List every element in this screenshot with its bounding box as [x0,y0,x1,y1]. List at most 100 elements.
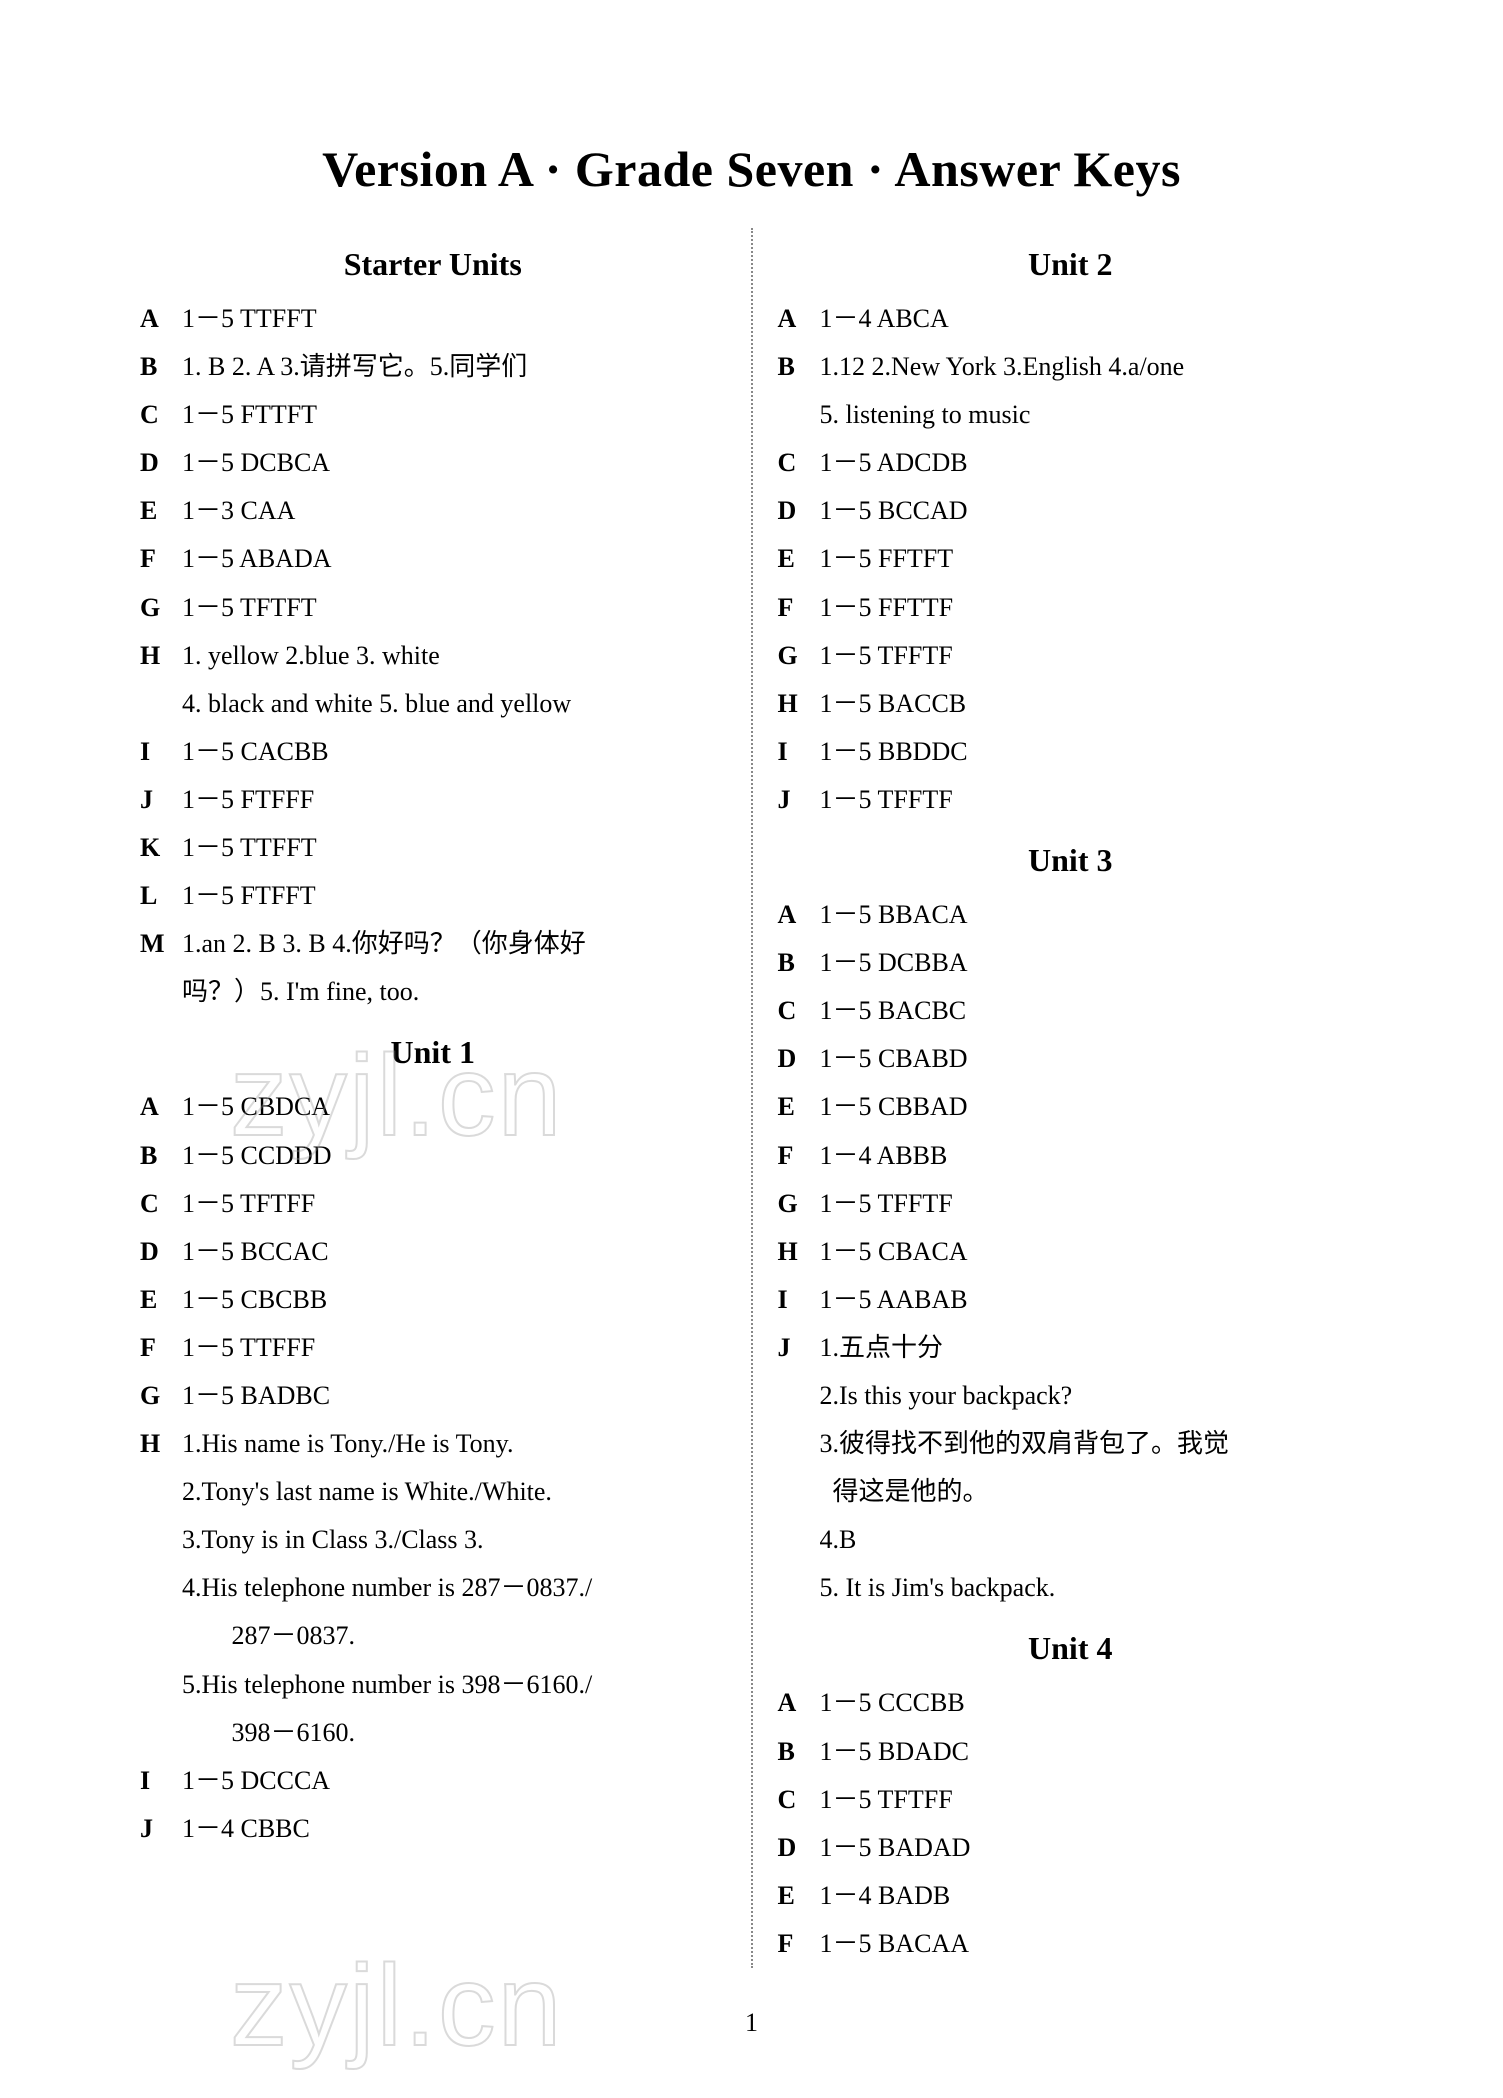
row-text: 1－5 TTFFT [182,295,726,343]
row-label: E [778,1083,820,1131]
answer-row: H1－5 CBACA [778,1228,1364,1276]
row-text: 1－5 TTFFF [182,1324,726,1372]
row-text: 1－5 FTFFF [182,776,726,824]
row-text: 1－5 CBDCA [182,1083,726,1131]
row-label: F [140,1324,182,1372]
row-continuation: 398－6160. [140,1709,726,1757]
row-text: 1－5 TFFTF [820,776,1364,824]
row-label: L [140,872,182,920]
section-heading: Unit 1 [140,1034,726,1071]
row-text: 1－5 ADCDB [820,439,1364,487]
row-label: G [778,1180,820,1228]
row-text: 1－4 ABCA [820,295,1364,343]
row-label: F [778,584,820,632]
row-label: C [140,391,182,439]
row-text: 1－5 BBDDC [820,728,1364,776]
row-label: E [140,487,182,535]
row-label: B [778,343,820,391]
row-text: 1－3 CAA [182,487,726,535]
row-text: 1－5 BADAD [820,1824,1364,1872]
row-continuation: 2.Is this your backpack? [778,1372,1364,1420]
row-label: H [778,1228,820,1276]
row-text: 1－5 BCCAD [820,487,1364,535]
answer-row: E1－4 BADB [778,1872,1364,1920]
answer-row: M1.an 2. B 3. B 4.你好吗？（你身体好 [140,920,726,968]
row-continuation: 5.His telephone number is 398－6160./ [140,1661,726,1709]
answer-row: J1－5 TFFTF [778,776,1364,824]
answer-row: D1－5 DCBCA [140,439,726,487]
row-text: 1.五点十分 [820,1324,1364,1372]
row-continuation: 2.Tony's last name is White./White. [140,1468,726,1516]
row-text: 1－5 DCBCA [182,439,726,487]
answer-row: F1－5 FFTTF [778,584,1364,632]
answer-row: B1－5 DCBBA [778,939,1364,987]
column-divider [751,228,753,1968]
section-heading: Unit 3 [778,842,1364,879]
row-label: J [140,776,182,824]
row-label: F [140,535,182,583]
answer-row: G1－5 TFFTF [778,632,1364,680]
answer-row: A1－5 CCCBB [778,1679,1364,1727]
answer-row: E1－5 FFTFT [778,535,1364,583]
answer-row: E1－5 CBCBB [140,1276,726,1324]
row-label: D [778,487,820,535]
row-text: 1－5 TFTFF [182,1180,726,1228]
answer-row: A1－5 TTFFT [140,295,726,343]
row-text: 1－5 DCBBA [820,939,1364,987]
row-text: 1－5 CBABD [820,1035,1364,1083]
row-continuation: 5. listening to music [778,391,1364,439]
answer-row: F1－4 ABBB [778,1132,1364,1180]
answer-row: A1－5 CBDCA [140,1083,726,1131]
answer-row: J1－4 CBBC [140,1805,726,1853]
row-label: C [778,439,820,487]
right-column: Unit 2A1－4 ABCAB1.12 2.New York 3.Englis… [758,228,1364,1968]
row-text: 1－5 CBCBB [182,1276,726,1324]
row-text: 1－5 TFFTF [820,632,1364,680]
row-label: E [140,1276,182,1324]
row-label: H [778,680,820,728]
row-continuation: 得这是他的。 [778,1468,1364,1516]
row-text: 1－5 BDADC [820,1728,1364,1776]
row-text: 1.His name is Tony./He is Tony. [182,1420,726,1468]
columns-container: Starter UnitsA1－5 TTFFTB1. B 2. A 3.请拼写它… [140,228,1363,1968]
page-number: 1 [140,2008,1363,2038]
answer-row: A1－5 BBACA [778,891,1364,939]
row-label: D [778,1824,820,1872]
row-label: G [140,584,182,632]
answer-row: D1－5 BCCAC [140,1228,726,1276]
answer-row: J1.五点十分 [778,1324,1364,1372]
row-text: 1.an 2. B 3. B 4.你好吗？（你身体好 [182,920,726,968]
answer-row: F1－5 TTFFF [140,1324,726,1372]
row-continuation: 吗？）5. I'm fine, too. [140,968,726,1016]
answer-row: F1－5 BACAA [778,1920,1364,1968]
answer-row: G1－5 TFTFT [140,584,726,632]
answer-row: B1. B 2. A 3.请拼写它。5.同学们 [140,343,726,391]
row-text: 1－5 TFFTF [820,1180,1364,1228]
answer-row: F1－5 ABADA [140,535,726,583]
row-label: D [140,439,182,487]
answer-row: C1－5 TFTFF [778,1776,1364,1824]
section-heading: Unit 2 [778,246,1364,283]
row-label: J [140,1805,182,1853]
row-label: A [140,1083,182,1131]
row-label: M [140,920,182,968]
row-label: E [778,1872,820,1920]
row-text: 1－5 DCCCA [182,1757,726,1805]
row-label: C [778,1776,820,1824]
row-label: J [778,776,820,824]
row-text: 1－5 BBACA [820,891,1364,939]
row-label: B [140,343,182,391]
row-label: B [140,1132,182,1180]
row-text: 1－4 BADB [820,1872,1364,1920]
row-text: 1－5 FTTFT [182,391,726,439]
answer-row: E1－5 CBBAD [778,1083,1364,1131]
row-text: 1.12 2.New York 3.English 4.a/one [820,343,1364,391]
answer-row: I1－5 BBDDC [778,728,1364,776]
answer-row: D1－5 BADAD [778,1824,1364,1872]
row-text: 1－5 CCCBB [820,1679,1364,1727]
row-text: 1－4 ABBB [820,1132,1364,1180]
row-text: 1. B 2. A 3.请拼写它。5.同学们 [182,343,726,391]
row-text: 1－5 TFTFT [182,584,726,632]
answer-row: H1. yellow 2.blue 3. white [140,632,726,680]
answer-row: C1－5 BACBC [778,987,1364,1035]
